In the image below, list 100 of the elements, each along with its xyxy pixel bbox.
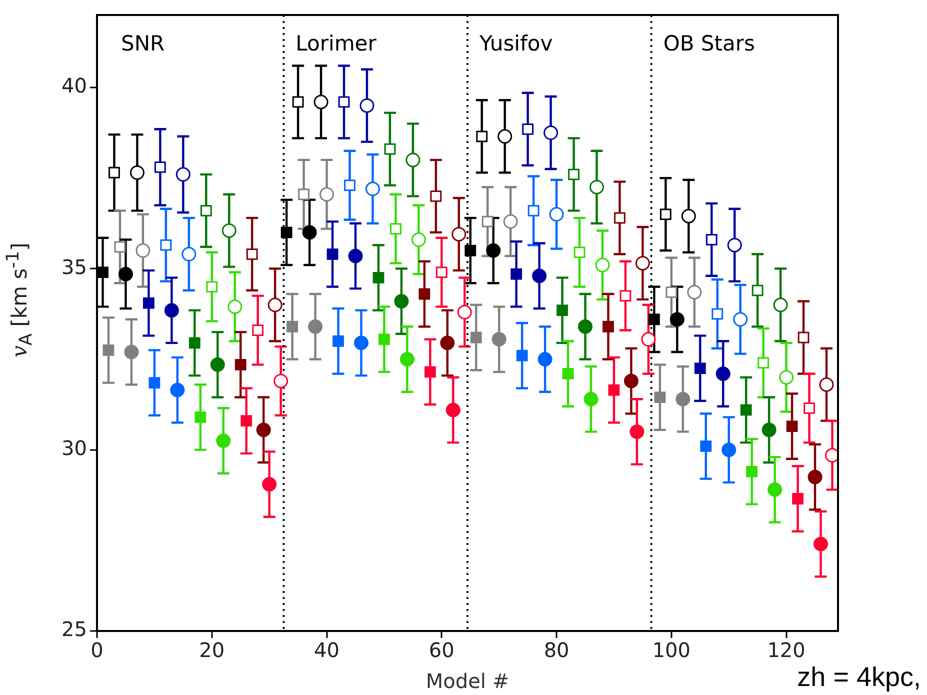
point — [148, 377, 160, 388]
point — [446, 402, 460, 418]
point — [256, 422, 271, 438]
point — [786, 420, 798, 432]
point — [654, 392, 666, 403]
point — [354, 336, 368, 350]
point — [470, 332, 482, 344]
point — [532, 268, 547, 284]
point — [486, 243, 501, 258]
point — [762, 422, 776, 438]
point — [384, 143, 396, 155]
point — [365, 182, 380, 196]
point — [418, 288, 430, 300]
point — [538, 352, 552, 366]
y-tick-label: 25 — [62, 617, 87, 642]
point — [348, 248, 363, 264]
point — [733, 312, 748, 327]
point — [614, 212, 626, 224]
point — [503, 214, 518, 229]
point — [308, 319, 323, 334]
y-tick-label: 30 — [62, 436, 87, 460]
point — [344, 180, 356, 192]
point — [758, 357, 770, 369]
x-tick-label: 120 — [767, 638, 806, 662]
x-axis-title: Model # — [426, 669, 510, 694]
point — [143, 297, 154, 309]
annotation: OB Stars — [663, 31, 755, 56]
point — [773, 298, 788, 312]
point — [740, 404, 752, 416]
point — [154, 161, 166, 173]
point — [589, 180, 604, 194]
point — [819, 377, 834, 392]
point — [516, 350, 528, 362]
point — [390, 223, 402, 234]
point — [378, 334, 390, 346]
point — [228, 299, 242, 314]
point — [687, 284, 702, 300]
point — [752, 284, 764, 296]
point — [666, 286, 678, 298]
point — [188, 337, 200, 349]
point — [430, 190, 442, 202]
point — [130, 165, 144, 180]
point — [394, 294, 409, 309]
annotation: Yusifov — [478, 31, 553, 56]
point — [372, 272, 384, 284]
x-tick-label: 60 — [428, 638, 454, 662]
point — [286, 320, 298, 332]
point — [338, 96, 350, 108]
point — [595, 258, 610, 272]
point — [268, 298, 282, 312]
point — [768, 482, 782, 497]
point — [124, 344, 139, 360]
point — [452, 226, 466, 242]
point — [562, 368, 574, 380]
point — [549, 207, 564, 222]
point — [298, 188, 310, 200]
point — [528, 204, 540, 216]
point — [779, 370, 794, 385]
point — [746, 466, 758, 478]
point — [170, 382, 185, 398]
point — [360, 98, 374, 113]
point — [411, 232, 426, 247]
point — [464, 244, 476, 256]
point — [252, 324, 264, 336]
point — [635, 256, 650, 270]
point — [694, 362, 706, 374]
point — [280, 226, 292, 238]
x-tick-label: 80 — [544, 638, 570, 662]
point — [556, 304, 568, 316]
point — [406, 152, 420, 168]
point — [670, 312, 684, 327]
point — [722, 442, 736, 458]
x-tick-label: 20 — [199, 638, 225, 662]
point — [234, 358, 246, 370]
text: zh = 4kpc, — [797, 662, 921, 693]
point — [114, 241, 126, 253]
point — [681, 208, 696, 224]
point — [792, 493, 804, 504]
point — [176, 167, 190, 182]
point — [676, 392, 690, 406]
point — [492, 332, 506, 347]
x-tick-label: 0 — [90, 638, 104, 662]
point — [164, 303, 179, 318]
point — [262, 476, 277, 492]
x-tick-label: 40 — [314, 638, 340, 662]
point — [206, 281, 218, 292]
point — [716, 366, 730, 381]
point — [440, 336, 455, 350]
point — [216, 434, 231, 448]
point — [804, 402, 815, 414]
point — [608, 384, 620, 396]
point — [200, 204, 212, 216]
point — [457, 304, 472, 320]
point — [182, 246, 196, 262]
annotation: SNR — [121, 31, 165, 56]
point — [498, 129, 512, 144]
point — [641, 332, 656, 347]
point — [436, 266, 448, 278]
point — [274, 374, 288, 388]
point — [602, 320, 614, 332]
